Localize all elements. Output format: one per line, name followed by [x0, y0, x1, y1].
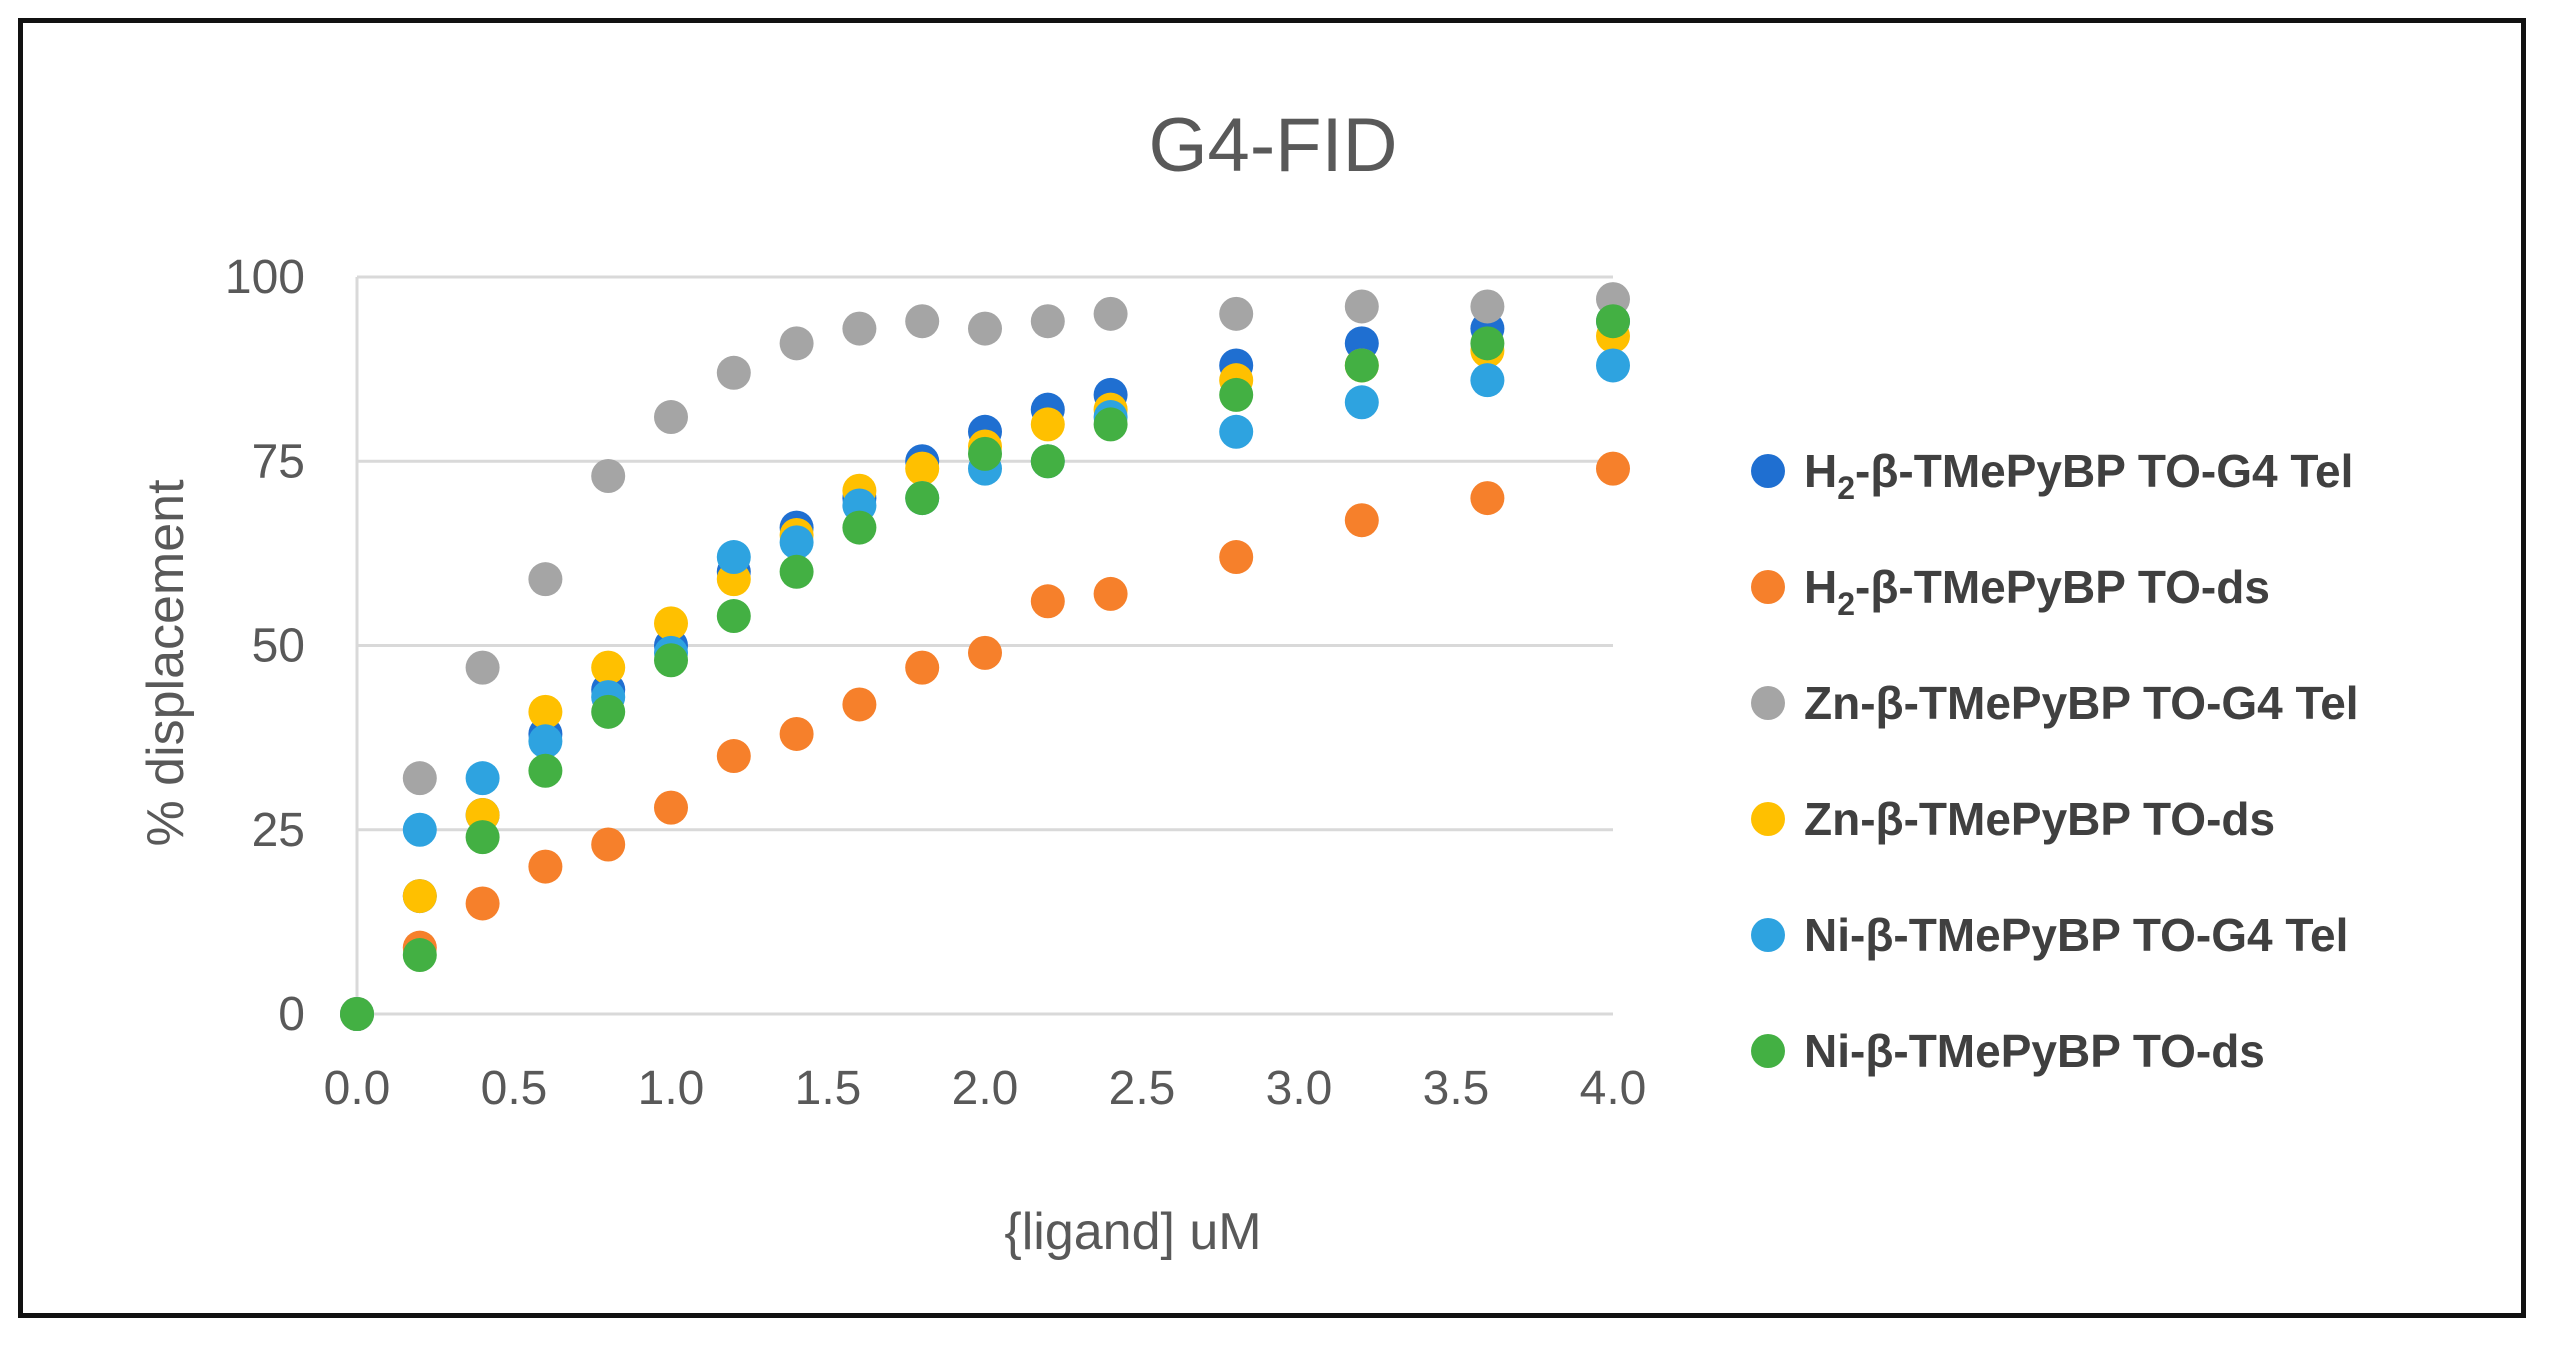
data-point-series-2 [1344, 289, 1379, 324]
chart-title: G4-FID [1148, 103, 1397, 188]
data-point-series-1 [716, 739, 751, 774]
y-tick-label: 25 [252, 804, 305, 857]
data-point-series-5 [654, 643, 688, 678]
data-point-series-4 [402, 812, 437, 847]
data-point-series-1 [1030, 584, 1065, 619]
data-point-series-4 [1344, 385, 1379, 420]
legend: H2-β-TMePyBP TO-G4 Tel H2-β-TMePyBP TO-ds… [1751, 445, 2359, 1077]
x-tick-label: 1.0 [638, 1062, 705, 1115]
data-point-series-5 [1470, 326, 1505, 361]
data-point-series-2 [1030, 304, 1065, 339]
data-point-series-5 [1344, 348, 1379, 383]
data-point-series-2 [968, 311, 1002, 346]
data-point-series-4 [528, 724, 563, 759]
x-axis-title: {ligand] uM [1004, 1203, 1261, 1261]
data-point-series-5 [402, 938, 437, 973]
data-point-series-3 [905, 451, 940, 486]
data-point-series-4 [716, 540, 751, 575]
legend-marker-2 [1751, 686, 1785, 720]
x-tick-label: 1.5 [795, 1062, 862, 1115]
data-point-series-1 [905, 650, 940, 685]
x-tick-label: 0.0 [324, 1062, 391, 1115]
data-point-series-5 [842, 510, 877, 545]
legend-label-1: H2-β-TMePyBP TO-ds [1804, 561, 2270, 622]
data-point-series-2 [1093, 296, 1128, 331]
x-tick-label: 2.5 [1109, 1062, 1176, 1115]
data-point-series-2 [1219, 296, 1254, 331]
data-point-series-4 [465, 761, 500, 796]
x-tick-label: 3.5 [1423, 1062, 1490, 1115]
data-point-series-4 [1470, 363, 1505, 398]
data-point-series-1 [591, 827, 626, 862]
data-point-series-4 [779, 525, 814, 560]
data-point-series-5 [1030, 444, 1065, 479]
data-point-series-3 [402, 879, 437, 914]
legend-label-4: Ni-β-TMePyBP TO-G4 Tel [1804, 909, 2348, 961]
tick-labels: 0 25 50 75 100 0.0 0.5 1.0 1.5 2.0 2.5 3.0 3.5 4.0 [225, 251, 1646, 1115]
data-point-series-2 [716, 355, 751, 390]
data-point-series-5 [340, 997, 374, 1031]
data-point-series-1 [465, 886, 500, 921]
data-point-series-2 [779, 326, 814, 361]
x-tick-label: 0.5 [481, 1062, 548, 1115]
data-point-series-1 [1344, 503, 1379, 538]
x-tick-label: 3.0 [1266, 1062, 1333, 1115]
data-point-series-2 [654, 400, 688, 435]
data-point-series-5 [528, 753, 563, 788]
data-point-series-1 [1470, 481, 1505, 516]
y-tick-label: 100 [225, 251, 305, 304]
data-point-series-5 [465, 820, 500, 855]
data-point-series-3 [654, 606, 688, 641]
data-point-series-1 [842, 687, 877, 722]
chart-frame: G4-FID 0 25 50 75 100 0.0 0.5 1.0 1.5 2.0 2.5 3.0 3.… [18, 18, 2526, 1318]
data-point-series-3 [1030, 407, 1065, 442]
legend-marker-3 [1751, 802, 1785, 836]
data-point-series-5 [591, 694, 626, 729]
legend-marker-4 [1751, 918, 1785, 952]
y-tick-label: 0 [278, 988, 305, 1041]
legend-label-0: H2-β-TMePyBP TO-G4 Tel [1804, 445, 2353, 506]
data-point-series-5 [1093, 407, 1128, 442]
legend-marker-5 [1751, 1034, 1785, 1068]
legend-label-5: Ni-β-TMePyBP TO-ds [1804, 1025, 2265, 1077]
x-tick-label: 2.0 [952, 1062, 1019, 1115]
data-point-series-2 [528, 562, 563, 597]
data-point-series-2 [465, 650, 500, 685]
data-point-series-5 [779, 554, 814, 589]
data-point-series-2 [1470, 289, 1505, 324]
legend-label-3: Zn-β-TMePyBP TO-ds [1804, 793, 2275, 845]
legend-label-2: Zn-β-TMePyBP TO-G4 Tel [1804, 677, 2359, 729]
data-point-series-2 [591, 458, 626, 493]
data-point-series-5 [968, 436, 1002, 471]
y-axis-title: % displacement [137, 479, 195, 847]
data-point-series-5 [905, 481, 940, 516]
data-point-series-5 [1219, 377, 1254, 412]
chart-svg: G4-FID 0 25 50 75 100 0.0 0.5 1.0 1.5 2.0 2.5 3.0 3.… [137, 103, 2359, 1261]
data-point-series-2 [905, 304, 940, 339]
y-tick-label: 75 [252, 435, 305, 488]
data-point-series-5 [716, 599, 751, 634]
data-point-series-5 [1596, 304, 1630, 339]
legend-marker-1 [1751, 570, 1785, 604]
data-point-series-3 [591, 650, 626, 685]
x-tick-label: 4.0 [1580, 1062, 1647, 1115]
data-point-series-1 [1219, 540, 1254, 575]
data-point-series-1 [779, 716, 814, 751]
data-point-series-2 [842, 311, 877, 346]
legend-marker-0 [1751, 454, 1785, 488]
data-point-series-1 [1596, 451, 1630, 486]
data-point-series-4 [1219, 414, 1254, 449]
data-point-series-3 [528, 694, 563, 729]
data-points [340, 282, 1630, 1031]
data-point-series-1 [968, 635, 1002, 670]
axes [355, 277, 1613, 1016]
data-point-series-2 [402, 761, 437, 796]
data-point-series-1 [654, 790, 688, 825]
y-tick-label: 50 [252, 620, 305, 673]
data-point-series-1 [528, 849, 563, 884]
data-point-series-4 [1596, 348, 1630, 383]
data-point-series-1 [1093, 576, 1128, 611]
